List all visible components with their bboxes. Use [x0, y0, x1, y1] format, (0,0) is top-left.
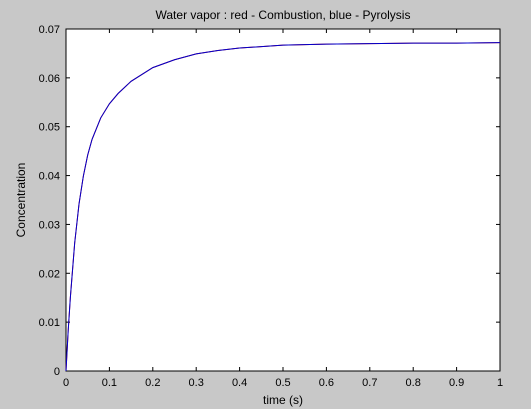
y-tick-label: 0.07 [39, 24, 60, 36]
y-tick-label: 0.04 [39, 171, 60, 183]
y-tick-label: 0.03 [39, 219, 60, 231]
x-tick-label: 0.9 [449, 377, 464, 389]
series-line-1 [65, 42, 501, 372]
x-tick-label: 0.4 [232, 377, 247, 389]
x-tick-label: 0 [63, 377, 69, 389]
x-tick-label: 0.1 [102, 377, 117, 389]
y-tick-label: 0.05 [39, 122, 60, 134]
x-tick-label: 1 [497, 377, 503, 389]
y-tick-label: 0.06 [39, 73, 60, 85]
y-tick-label: 0.01 [39, 317, 60, 329]
plot-area [65, 28, 501, 372]
x-axis-label: time (s) [263, 393, 303, 407]
x-tick-label: 0.5 [275, 377, 290, 389]
x-tick-label: 0.6 [319, 377, 334, 389]
chart-title: Water vapor : red - Combustion, blue - P… [156, 8, 411, 22]
y-tick-label: 0 [54, 366, 60, 378]
y-axis-label: Concentration [14, 163, 28, 238]
series-group [65, 42, 501, 372]
axis-ticks: 0 0.1 0.2 0.3 0.4 0.5 0.6 0.7 0.8 0.9 1 0 0.01 0.02 0.… [39, 24, 503, 389]
x-tick-label: 0.8 [406, 377, 421, 389]
x-tick-label: 0.7 [362, 377, 377, 389]
x-tick-label: 0.2 [145, 377, 160, 389]
x-tick-label: 0.3 [189, 377, 204, 389]
y-tick-label: 0.02 [39, 268, 60, 280]
